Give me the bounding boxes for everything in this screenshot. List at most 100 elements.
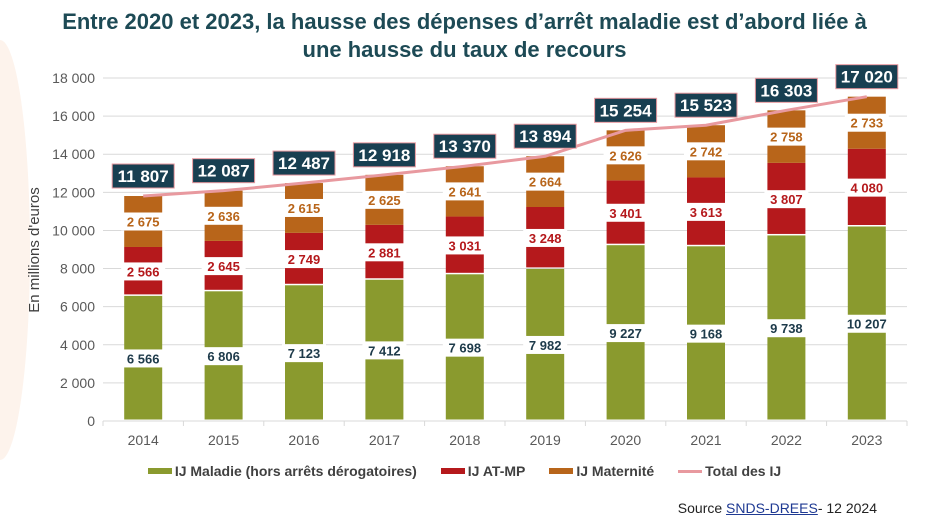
total-label: 15 254 — [600, 101, 653, 120]
data-label-bg — [282, 250, 326, 269]
total-label: 13 894 — [519, 127, 572, 146]
source-link[interactable]: SNDS-DREES — [726, 500, 818, 516]
data-label-bg — [362, 190, 407, 209]
data-label-bg — [201, 347, 246, 366]
data-label-bg — [603, 324, 648, 343]
x-tick-label: 2014 — [128, 432, 159, 448]
total-label-box — [594, 97, 658, 123]
data-label-bg — [362, 341, 407, 360]
data-label-bg — [523, 228, 568, 247]
data-label-bg — [844, 113, 889, 132]
total-label: 15 523 — [680, 96, 732, 115]
data-label: 6 566 — [127, 351, 160, 366]
data-label-bg — [764, 319, 809, 338]
total-label-box — [111, 163, 175, 189]
data-label-bg — [121, 212, 166, 231]
data-label-bg — [201, 206, 246, 225]
data-label: 4 080 — [851, 181, 884, 196]
data-label-bg — [201, 257, 246, 276]
data-label: 3 248 — [529, 231, 562, 246]
data-label-bg — [362, 243, 407, 262]
legend-item-atmp: IJ AT-MP — [440, 463, 525, 479]
data-label-bg — [523, 172, 568, 191]
data-label-bg — [684, 324, 728, 343]
data-label-bg — [442, 338, 487, 357]
data-label-bg — [603, 146, 648, 165]
legend-label: IJ Maladie (hors arrêts dérogatoires) — [174, 463, 417, 479]
total-label: 12 487 — [278, 154, 330, 173]
x-tick-label: 2018 — [449, 432, 480, 448]
total-line — [143, 95, 868, 198]
total-label-box — [513, 123, 577, 149]
data-label: 2 749 — [288, 252, 321, 267]
stacked-bar-chart: 0 2 000 4 000 6 000 8 000 10 000 12 000 14 000 1… — [26, 64, 908, 448]
data-label: 7 982 — [529, 338, 562, 353]
data-label: 7 123 — [288, 346, 321, 361]
data-label-bg — [442, 182, 487, 201]
total-label-box — [835, 64, 899, 90]
data-label-bg — [844, 314, 889, 333]
data-label: 2 641 — [449, 184, 482, 199]
y-tick-label: 10 000 — [52, 222, 95, 238]
legend-swatch — [678, 469, 703, 473]
data-label: 2 881 — [368, 245, 401, 260]
total-label-box — [352, 142, 416, 168]
legend: IJ Maladie (hors arrêts dérogatoires) IJ… — [40, 463, 889, 479]
y-tick-label: 8 000 — [60, 261, 95, 277]
data-label: 7 698 — [449, 341, 482, 356]
data-label: 2 664 — [529, 175, 562, 190]
data-label: 2 742 — [690, 144, 723, 159]
y-tick-label: 12 000 — [52, 184, 95, 200]
legend-item-maternite: IJ Maternité — [549, 463, 654, 479]
data-label-bg — [764, 127, 809, 146]
x-tick-label: 2022 — [771, 432, 802, 448]
y-tick-label: 4 000 — [60, 337, 95, 353]
total-label: 12 087 — [198, 162, 250, 181]
data-label-bg — [121, 349, 166, 368]
legend-swatch — [440, 468, 465, 474]
chart-title: Entre 2020 et 2023, la hausse des dépens… — [62, 9, 867, 62]
x-tick-label: 2015 — [208, 432, 239, 448]
data-label: 3 807 — [770, 192, 803, 207]
y-tick-label: 0 — [87, 413, 95, 429]
y-tick-label: 6 000 — [60, 299, 95, 315]
data-label: 10 207 — [847, 317, 887, 332]
total-label-box — [272, 150, 336, 176]
data-label-bg — [442, 236, 487, 255]
total-label: 12 918 — [358, 146, 410, 165]
data-label: 9 738 — [770, 321, 803, 336]
total-label: 11 807 — [118, 167, 169, 186]
legend-label: IJ Maternité — [576, 463, 655, 479]
total-label-box — [754, 77, 818, 103]
data-label: 2 645 — [207, 259, 240, 274]
data-label: 2 733 — [851, 116, 884, 131]
data-label-bg — [603, 203, 648, 222]
data-label: 7 412 — [368, 343, 401, 358]
y-tick-label: 18 000 — [52, 70, 95, 86]
source-note: Source SNDS-DREES- 12 2024 — [678, 500, 877, 516]
data-label: 9 168 — [690, 327, 723, 342]
data-label: 6 806 — [207, 349, 240, 364]
x-tick-label: 2019 — [530, 432, 561, 448]
data-label: 2 626 — [609, 148, 642, 163]
legend-item-maladie: IJ Maladie (hors arrêts dérogatoires) — [147, 463, 417, 479]
data-label-bg — [121, 262, 166, 281]
y-tick-label: 14 000 — [52, 146, 95, 162]
total-label: 17 020 — [841, 68, 893, 87]
data-label-bg — [684, 202, 728, 221]
source-suffix: - 12 2024 — [817, 500, 877, 516]
data-label: 3 401 — [609, 206, 642, 221]
data-label: 2 566 — [127, 264, 160, 279]
data-label: 2 758 — [770, 130, 803, 145]
data-label: 3 031 — [449, 238, 482, 253]
legend-swatch — [147, 468, 172, 474]
data-label: 2 625 — [368, 193, 401, 208]
total-label-box — [192, 158, 256, 184]
total-label: 13 370 — [439, 137, 491, 156]
data-label: 2 675 — [127, 214, 160, 229]
y-axis-label: En millions d'euros — [26, 187, 43, 312]
x-tick-label: 2016 — [288, 432, 319, 448]
data-label-bg — [282, 198, 326, 217]
x-tick-label: 2020 — [610, 432, 641, 448]
data-label-bg — [523, 335, 568, 354]
